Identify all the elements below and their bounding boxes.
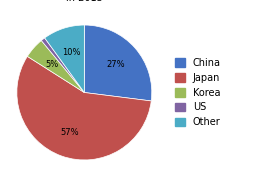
Title: Regional distribution of the top-12 manufacturers
of natural and artificial grap: Regional distribution of the top-12 manu… xyxy=(0,0,206,3)
Text: 5%: 5% xyxy=(46,60,59,69)
Wedge shape xyxy=(41,38,84,92)
Wedge shape xyxy=(45,25,84,92)
Wedge shape xyxy=(84,25,152,101)
Text: 57%: 57% xyxy=(61,128,79,137)
Wedge shape xyxy=(17,56,151,160)
Legend: China, Japan, Korea, US, Other: China, Japan, Korea, US, Other xyxy=(174,56,223,129)
Text: 10%: 10% xyxy=(62,48,81,57)
Wedge shape xyxy=(27,41,84,92)
Text: 27%: 27% xyxy=(107,60,125,69)
